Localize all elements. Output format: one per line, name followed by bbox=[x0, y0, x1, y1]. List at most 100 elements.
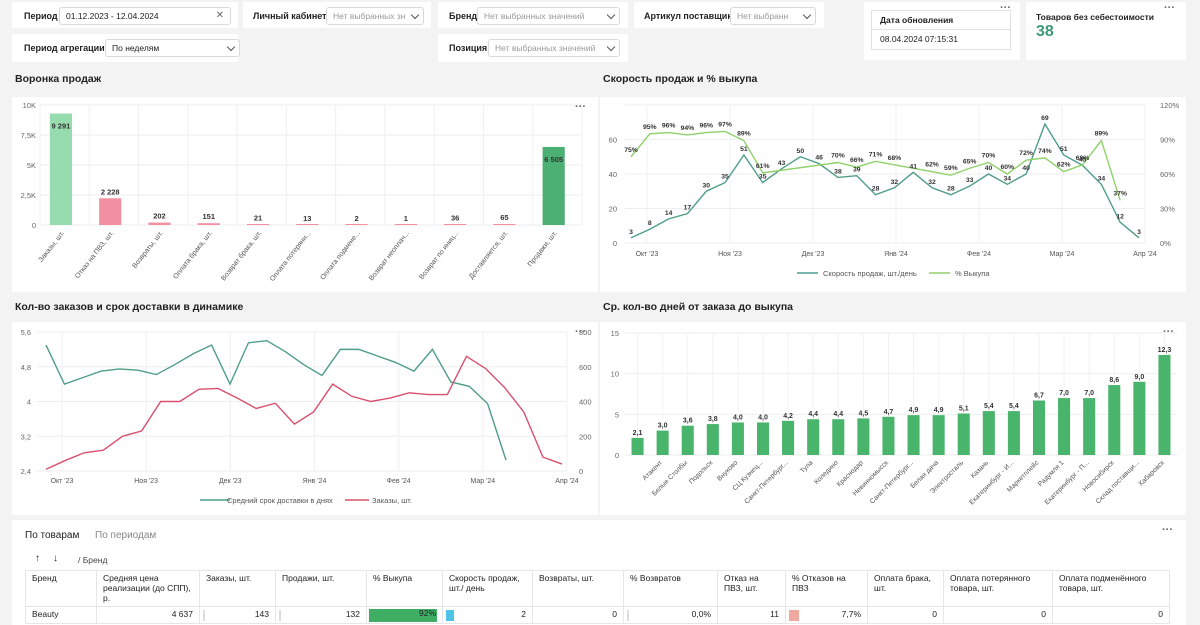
breadcrumb[interactable]: / Бренд bbox=[78, 555, 108, 565]
bar bbox=[807, 419, 820, 455]
data-label: 72% bbox=[1019, 150, 1033, 157]
data-label: 89% bbox=[737, 131, 751, 138]
bar bbox=[882, 416, 895, 455]
chevron-down-icon bbox=[802, 10, 812, 20]
data-label: 94% bbox=[681, 125, 695, 132]
bar bbox=[394, 224, 417, 225]
x-tick-label: Дек '23 bbox=[802, 251, 825, 258]
y-tick-label-right: 120% bbox=[1160, 101, 1180, 110]
data-label: 33 bbox=[966, 177, 974, 184]
aggregation-value: По неделям bbox=[112, 43, 160, 53]
x-tick-label: Янв '24 bbox=[884, 251, 908, 258]
data-label: 8 bbox=[648, 220, 652, 227]
x-tick-label: Склад поставщи... bbox=[1095, 459, 1141, 505]
y-tick-label-right: 0% bbox=[1160, 239, 1171, 248]
col-defect-payment[interactable]: Оплата брака, шт. bbox=[867, 570, 944, 607]
aggregation-select[interactable]: По неделям bbox=[105, 39, 240, 57]
data-label: 2 bbox=[354, 214, 358, 223]
col-substituted-payment[interactable]: Оплата подменённого товара, шт. bbox=[1052, 570, 1170, 607]
days-panel: ··· 15 10 5 0 2,1 3,0 3,6 3,8 4,0 4,0 4,2 4,4 4,4 4,5… bbox=[600, 322, 1186, 515]
cell-returns: 0 bbox=[532, 606, 624, 624]
data-label: 3,8 bbox=[708, 416, 718, 423]
col-lost-payment[interactable]: Оплата потерянного товара, шт. bbox=[943, 570, 1053, 607]
data-label: 38 bbox=[834, 168, 842, 175]
x-tick-label: Заказы, шт. bbox=[38, 230, 66, 264]
data-label: 9 291 bbox=[52, 122, 71, 131]
y-tick-label: 5K bbox=[27, 161, 36, 170]
update-box: Дата обновления 08.04.2024 07:15:31 bbox=[871, 10, 1011, 50]
x-tick-label: Апр '24 bbox=[555, 478, 579, 485]
x-tick-label: Оплата подмене... bbox=[319, 230, 361, 282]
tab-by-periods[interactable]: По периодам bbox=[95, 530, 157, 541]
col-buyout-pct[interactable]: % Выкупа bbox=[366, 570, 443, 607]
data-label: 3 bbox=[1137, 229, 1141, 236]
x-tick-label: Дек '23 bbox=[219, 478, 242, 485]
table-row[interactable]: Beauty 4 637 143 132 92% 2 0 0,0% 11 7,7… bbox=[25, 606, 1170, 624]
brand-label: Бренд bbox=[449, 11, 478, 21]
data-label: 1 bbox=[404, 214, 408, 223]
cell-sales: 132 bbox=[275, 606, 367, 624]
cabinet-select[interactable]: Нет выбранных зн bbox=[326, 7, 424, 25]
funnel-panel: ··· 10K 7,5K 5K 2,5K 0 9 291 Заказы, шт. 2 228 О… bbox=[12, 97, 598, 292]
data-label: 6,7 bbox=[1034, 393, 1044, 400]
data-label: 28 bbox=[947, 186, 955, 193]
col-pvz-refusal[interactable]: Отказ на ПВЗ, шт. bbox=[717, 570, 786, 607]
data-label: 74% bbox=[1038, 148, 1052, 155]
bar bbox=[731, 422, 744, 455]
x-tick-label: Внуково bbox=[716, 459, 739, 482]
period-select[interactable]: 01.12.2023 - 12.04.2024 ✕ bbox=[59, 7, 231, 25]
aggregation-label: Период агрегации* bbox=[24, 43, 109, 53]
col-sales[interactable]: Продажи, шт. bbox=[275, 570, 367, 607]
article-select[interactable]: Нет выбранн bbox=[730, 7, 816, 25]
y-tick-label: 15 bbox=[611, 329, 619, 338]
bar bbox=[656, 430, 669, 455]
tab-by-products[interactable]: По товарам bbox=[25, 530, 80, 541]
col-orders[interactable]: Заказы, шт. bbox=[199, 570, 276, 607]
col-returns-pct[interactable]: % Возвратов bbox=[623, 570, 718, 607]
x-tick-label: Продажи, шт. bbox=[527, 230, 559, 268]
col-speed[interactable]: Скорость продаж, шт./ день bbox=[442, 570, 533, 607]
brand-select[interactable]: Нет выбранных значений bbox=[477, 7, 620, 25]
more-icon[interactable]: ··· bbox=[1162, 524, 1173, 536]
bar bbox=[296, 224, 319, 225]
x-tick-label: Екатеринбург - П... bbox=[1043, 459, 1091, 507]
x-tick-label: Доставляется, шт. bbox=[468, 230, 510, 281]
data-label: 28 bbox=[872, 186, 880, 193]
data-label: 8,6 bbox=[1109, 377, 1119, 384]
y-tick-label: 60 bbox=[609, 136, 617, 145]
data-label: 62% bbox=[1057, 162, 1071, 169]
clear-icon[interactable]: ✕ bbox=[215, 10, 224, 21]
more-icon[interactable]: ··· bbox=[1164, 2, 1175, 14]
more-icon[interactable]: ··· bbox=[575, 101, 586, 113]
more-icon[interactable]: ··· bbox=[575, 326, 586, 338]
y-tick-label-right: 0 bbox=[579, 467, 583, 476]
chevron-down-icon bbox=[226, 42, 236, 52]
x-tick-label: Окт '23 bbox=[636, 251, 659, 258]
x-tick-label: Атакент bbox=[641, 459, 664, 482]
cell-defect-payment: 0 bbox=[867, 606, 944, 624]
col-brand[interactable]: Бренд bbox=[25, 570, 97, 607]
more-icon[interactable]: ··· bbox=[1163, 326, 1174, 338]
y-tick-label-right: 200 bbox=[579, 432, 592, 441]
y-tick-label: 2,5K bbox=[21, 191, 36, 200]
col-returns[interactable]: Возвраты, шт. bbox=[532, 570, 624, 607]
cell-bar-speed bbox=[446, 610, 454, 621]
data-label: 30 bbox=[702, 182, 710, 189]
data-label: 71% bbox=[869, 151, 883, 158]
data-label: 34 bbox=[1004, 175, 1012, 182]
data-label: 14 bbox=[665, 210, 673, 217]
cell-sales-value: 132 bbox=[345, 609, 360, 619]
col-avg-price[interactable]: Средняя цена реализации (до СПП), р. bbox=[96, 570, 200, 607]
more-icon[interactable]: ··· bbox=[1000, 2, 1011, 14]
nocost-panel: ··· Товаров без себестоимости 38 bbox=[1026, 2, 1186, 60]
bar bbox=[246, 224, 270, 225]
x-tick-label: Хабаровск bbox=[1137, 459, 1166, 488]
data-label: 96% bbox=[662, 123, 676, 130]
col-pvz-refusal-pct[interactable]: % Отказов на ПВЗ bbox=[785, 570, 868, 607]
data-label: 68% bbox=[1076, 155, 1090, 162]
position-select[interactable]: Нет выбранных значений bbox=[488, 39, 620, 57]
y-tick-label: 4 bbox=[27, 398, 31, 407]
sort-up-icon[interactable]: ↑ bbox=[35, 553, 40, 564]
sort-down-icon[interactable]: ↓ bbox=[53, 553, 58, 564]
bar bbox=[957, 413, 970, 455]
